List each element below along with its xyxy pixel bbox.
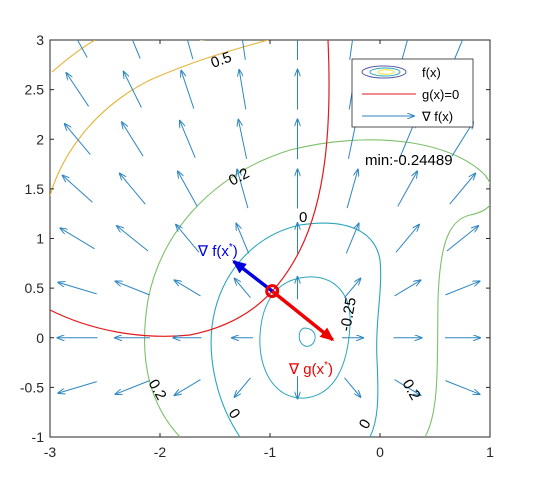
gradient-arrow bbox=[394, 280, 421, 297]
gradient-arrow bbox=[58, 282, 97, 295]
contour-line-minimum bbox=[298, 327, 316, 347]
gradient-arrow bbox=[454, 40, 464, 59]
contour-label: 0.5 bbox=[209, 49, 234, 72]
gradient-arrow bbox=[239, 70, 247, 110]
gradient-arrow bbox=[180, 121, 196, 158]
gradient-arrow bbox=[344, 279, 361, 299]
gradient-arrow bbox=[176, 225, 200, 253]
x-tick-label: 0 bbox=[376, 444, 384, 460]
gradient-arrow bbox=[58, 381, 97, 394]
y-tick-label: -1 bbox=[32, 429, 45, 445]
x-tick-label: -2 bbox=[154, 444, 167, 460]
contour-line-mid bbox=[143, 139, 490, 437]
y-tick-label: 1.5 bbox=[25, 181, 45, 197]
legend-icon-contour bbox=[361, 65, 407, 79]
gradient-arrow bbox=[445, 281, 480, 296]
gradient-arrow bbox=[76, 40, 88, 58]
legend-label-gx: g(x)=0 bbox=[422, 87, 459, 102]
y-tick-label: 0 bbox=[36, 330, 44, 346]
contour-line-core bbox=[259, 276, 351, 399]
grad-f-arrow bbox=[232, 259, 274, 293]
y-tick-label: 3 bbox=[36, 32, 44, 48]
gradient-arrow bbox=[65, 124, 91, 155]
contour-line-outer-arc bbox=[50, 40, 269, 197]
grad-g-arrow bbox=[271, 289, 335, 342]
gradient-arrow bbox=[449, 174, 476, 205]
gradient-arrow bbox=[175, 280, 201, 297]
gradient-arrow bbox=[116, 380, 150, 395]
gradient-arrow bbox=[446, 226, 478, 252]
grad-g-label: ∇ g(x*) bbox=[288, 360, 333, 378]
contour-line-inner bbox=[210, 222, 382, 437]
y-tick-label: -0.5 bbox=[20, 379, 44, 395]
gradient-arrow bbox=[178, 171, 198, 207]
constraint-curve bbox=[50, 40, 330, 337]
gradient-arrow bbox=[124, 72, 142, 108]
min-value-text: min:-0.24489 bbox=[365, 152, 453, 169]
legend: f(x) g(x)=0 ∇ f(x) bbox=[351, 58, 474, 128]
gradient-arrow bbox=[344, 377, 361, 397]
gradient-arrow bbox=[117, 226, 149, 252]
legend-label-fx: f(x) bbox=[422, 65, 441, 80]
x-tick-label: -3 bbox=[44, 444, 57, 460]
gradient-arrow bbox=[175, 379, 201, 396]
optimum-point bbox=[265, 284, 280, 299]
gradient-arrow bbox=[186, 40, 194, 60]
axis-ticks: -3 -2 -1 0 1 -1 -0.5 0 0.5 1 1.5 2 2.5 3 bbox=[20, 32, 494, 460]
y-tick-label: 2.5 bbox=[25, 82, 45, 98]
y-tick-label: 1 bbox=[36, 231, 44, 247]
gradient-arrow bbox=[401, 40, 409, 60]
gradient-arrow bbox=[236, 224, 250, 254]
gradient-arrow bbox=[122, 122, 144, 157]
gradient-arrow bbox=[237, 170, 249, 209]
gradient-arrow bbox=[235, 377, 251, 397]
y-tick-label: 2 bbox=[36, 131, 44, 147]
gradient-arrow bbox=[395, 225, 419, 253]
contour-line-outer bbox=[51, 40, 265, 73]
gradient-arrow bbox=[235, 279, 251, 299]
gradient-arrow bbox=[445, 380, 480, 395]
y-tick-label: 0.5 bbox=[25, 280, 45, 296]
gradient-arrow bbox=[181, 71, 195, 109]
gradient-arrow bbox=[397, 171, 417, 207]
gradient-arrow bbox=[120, 174, 146, 205]
gradient-arrow bbox=[116, 281, 150, 296]
legend-label-gradf: ∇ f(x) bbox=[421, 109, 453, 124]
gradient-arrow bbox=[451, 122, 473, 157]
grad-f-label: ∇ f(x*) bbox=[197, 242, 238, 260]
gradient-arrow bbox=[345, 224, 358, 254]
x-tick-label: 1 bbox=[486, 444, 494, 460]
gradient-arrow bbox=[66, 73, 90, 107]
gradient-arrow bbox=[238, 120, 248, 159]
gradient-arrow bbox=[394, 379, 421, 396]
gradient-arrow bbox=[349, 40, 354, 60]
gradient-arrow bbox=[63, 176, 93, 203]
x-tick-label: -1 bbox=[264, 444, 277, 460]
gradient-arrow bbox=[60, 228, 95, 250]
gradient-arrow bbox=[241, 40, 246, 60]
gradient-arrow bbox=[346, 170, 358, 209]
gradient-arrow bbox=[131, 40, 141, 59]
contour-label: 0 bbox=[299, 209, 307, 226]
contour-label: -0.25 bbox=[337, 296, 360, 333]
